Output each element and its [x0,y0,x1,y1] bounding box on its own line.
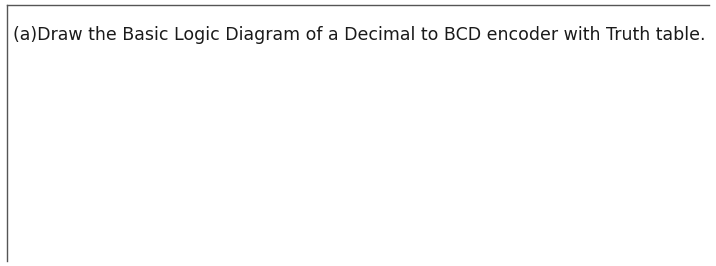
Text: (a)Draw the Basic Logic Diagram of a Decimal to BCD encoder with Truth table.: (a)Draw the Basic Logic Diagram of a Dec… [13,26,705,44]
